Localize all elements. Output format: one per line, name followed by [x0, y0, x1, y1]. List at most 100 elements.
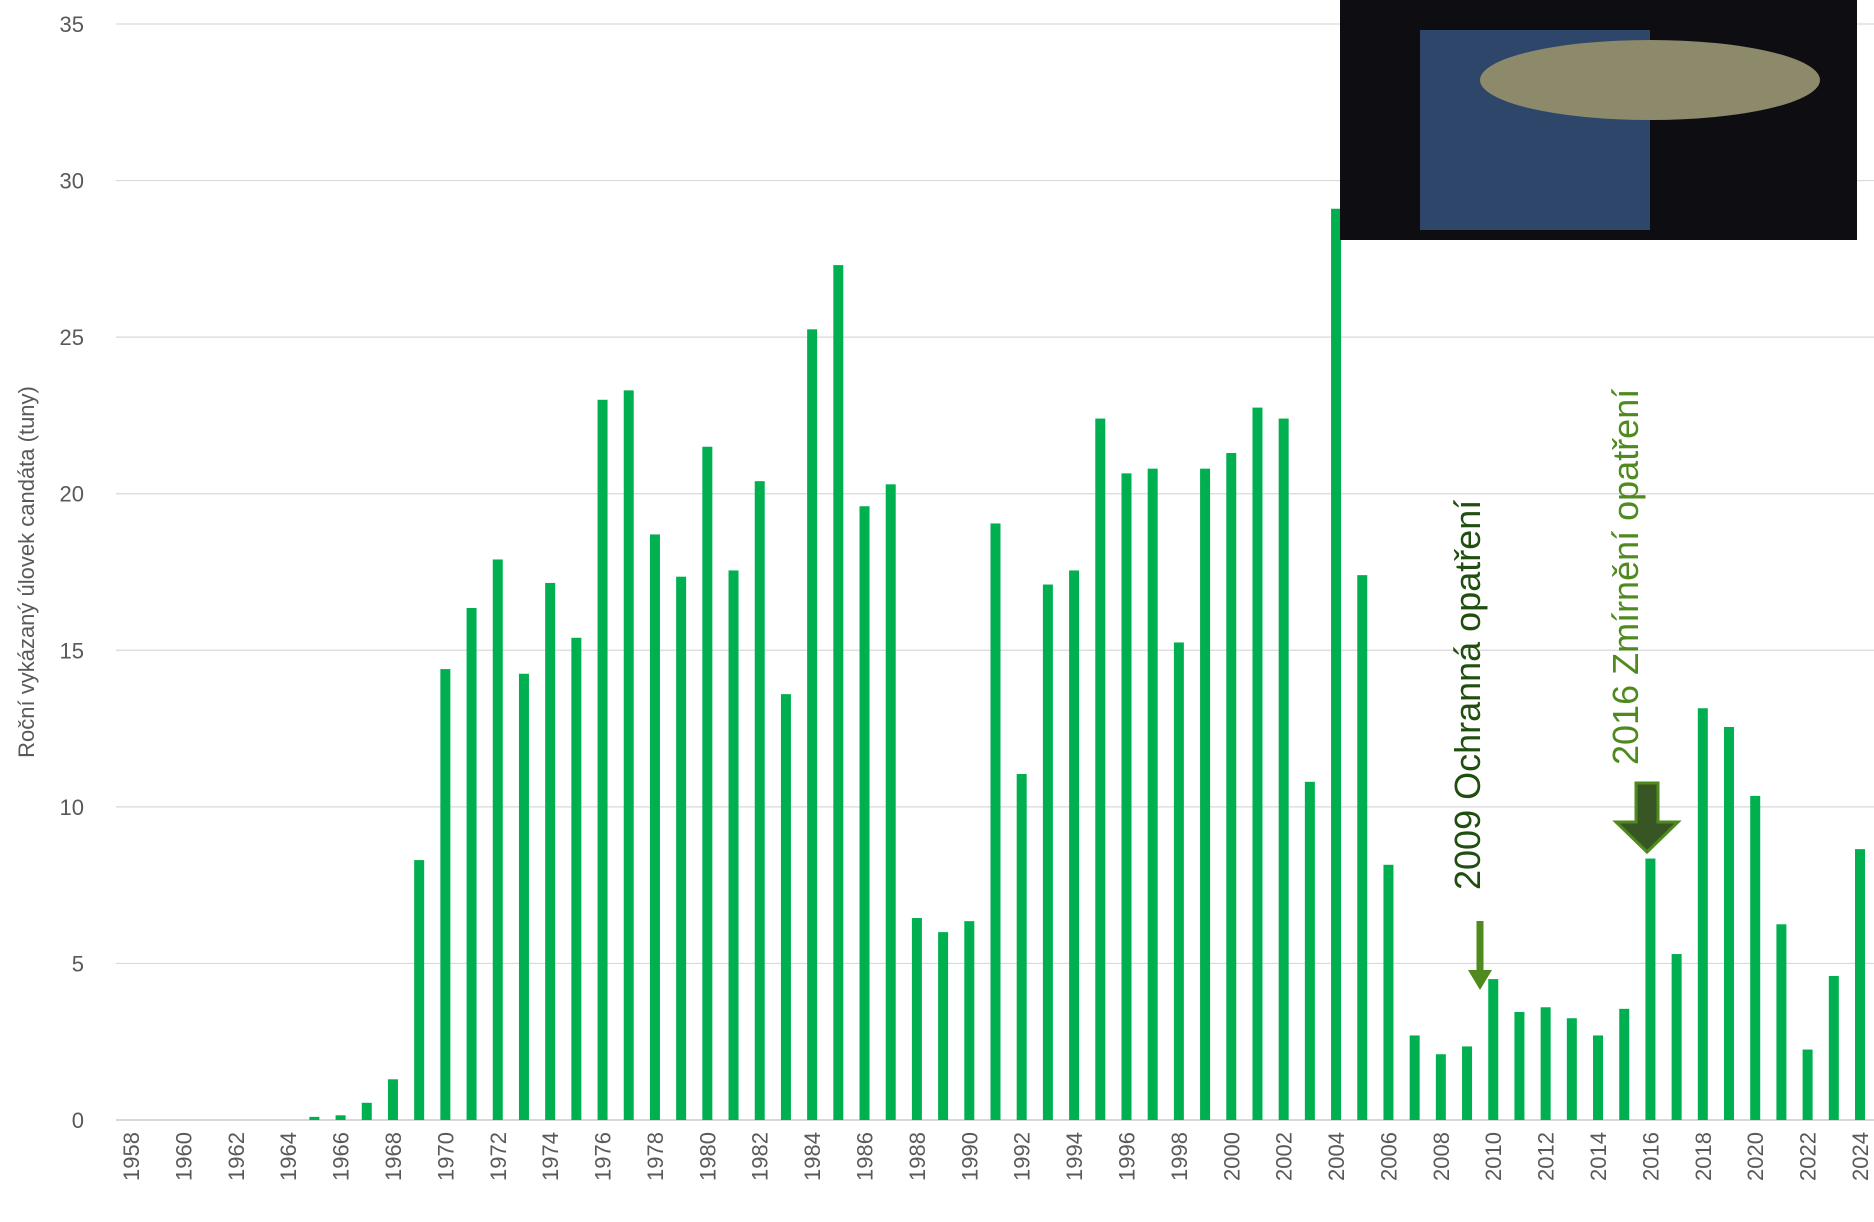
bar	[545, 582, 556, 1120]
x-tick-label: 1962	[224, 1132, 249, 1181]
bar	[1200, 468, 1211, 1121]
x-tick-label: 1992	[1010, 1132, 1035, 1181]
y-axis-label: Roční vykázaný úlovek candáta (tuny)	[14, 386, 39, 758]
bar	[1671, 954, 1682, 1120]
x-tick-label: 2022	[1796, 1132, 1821, 1181]
bar	[1069, 570, 1080, 1120]
bar	[1173, 642, 1184, 1120]
photo-fish	[1480, 40, 1820, 120]
bar	[466, 608, 477, 1120]
bar	[859, 506, 870, 1120]
bar	[1514, 1011, 1525, 1120]
bar	[728, 570, 739, 1120]
bar	[571, 637, 582, 1120]
x-tick-label: 1994	[1062, 1132, 1087, 1181]
arrow-2009-head	[1468, 970, 1492, 990]
bar	[1147, 468, 1158, 1121]
x-tick-label: 1960	[171, 1132, 196, 1181]
bar	[833, 265, 844, 1120]
bar	[1278, 418, 1289, 1120]
bar	[807, 329, 818, 1120]
y-tick-label: 30	[60, 169, 84, 194]
bar	[911, 918, 922, 1120]
bar	[1488, 979, 1499, 1120]
bar	[1802, 1049, 1813, 1120]
x-tick-label: 2024	[1848, 1132, 1873, 1181]
bar	[1855, 849, 1865, 1120]
x-tick-label: 1996	[1114, 1132, 1139, 1181]
bar	[1252, 407, 1263, 1121]
bar	[440, 669, 451, 1120]
y-tick-label: 20	[60, 482, 84, 507]
x-tick-label: 2004	[1324, 1132, 1349, 1181]
x-tick-label: 2020	[1743, 1132, 1768, 1181]
x-tick-label: 1970	[433, 1132, 458, 1181]
bar	[1121, 473, 1132, 1120]
bar	[754, 481, 765, 1120]
bar	[1331, 208, 1342, 1121]
bar	[597, 399, 608, 1120]
bar	[1593, 1035, 1604, 1120]
bar	[885, 484, 896, 1120]
bar	[623, 390, 634, 1120]
bar	[676, 576, 687, 1120]
x-tick-label: 1968	[381, 1132, 406, 1181]
bar	[1095, 418, 1106, 1120]
bar	[518, 673, 529, 1120]
bar	[1042, 584, 1053, 1120]
bar	[335, 1115, 346, 1120]
x-tick-label: 2016	[1638, 1132, 1663, 1181]
x-tick-label: 1966	[329, 1132, 354, 1181]
bar	[964, 921, 975, 1120]
annotation: 2016 Zmírnění opatření	[1605, 389, 1646, 765]
y-tick-label: 10	[60, 795, 84, 820]
bar	[990, 523, 1001, 1120]
bar	[1776, 924, 1787, 1120]
bar	[1462, 1046, 1473, 1120]
x-tick-label: 2006	[1376, 1132, 1401, 1181]
bar	[361, 1102, 372, 1120]
x-tick-label: 2002	[1272, 1132, 1297, 1181]
x-tick-label: 2000	[1219, 1132, 1244, 1181]
arrow-2016	[1612, 781, 1682, 855]
x-tick-label: 1990	[957, 1132, 982, 1181]
bar	[387, 1079, 398, 1120]
y-tick-label: 0	[72, 1108, 84, 1133]
bar	[1304, 781, 1315, 1120]
bar	[414, 860, 425, 1120]
bar	[780, 694, 791, 1120]
x-tick-label: 1980	[695, 1132, 720, 1181]
bar	[1619, 1008, 1630, 1120]
y-tick-label: 5	[72, 951, 84, 976]
y-tick-label: 15	[60, 638, 84, 663]
x-tick-label: 1986	[853, 1132, 878, 1181]
y-tick-label: 35	[60, 12, 84, 37]
x-tick-label: 1958	[119, 1132, 144, 1181]
x-tick-label: 1974	[538, 1132, 563, 1181]
annotation: 2009 Ochranná opatření	[1447, 500, 1488, 890]
x-tick-label: 1998	[1167, 1132, 1192, 1181]
bar	[1697, 708, 1708, 1120]
x-tick-label: 2008	[1429, 1132, 1454, 1181]
bar	[1357, 575, 1368, 1120]
bar	[1016, 773, 1027, 1120]
bar	[649, 534, 660, 1120]
bar	[1226, 453, 1237, 1120]
bar	[1724, 727, 1735, 1120]
x-tick-label: 1982	[748, 1132, 773, 1181]
bar	[1750, 795, 1761, 1120]
bar	[1540, 1007, 1551, 1120]
bar	[492, 559, 503, 1120]
bar	[1435, 1054, 1446, 1120]
x-tick-label: 1984	[800, 1132, 825, 1181]
bar	[1566, 1018, 1577, 1120]
x-tick-label: 1972	[486, 1132, 511, 1181]
x-tick-label: 2018	[1691, 1132, 1716, 1181]
x-tick-label: 1988	[905, 1132, 930, 1181]
bar	[309, 1116, 320, 1120]
bar	[1383, 864, 1394, 1120]
bar	[702, 446, 713, 1120]
x-tick-label: 2014	[1586, 1132, 1611, 1181]
x-tick-label: 2012	[1534, 1132, 1559, 1181]
